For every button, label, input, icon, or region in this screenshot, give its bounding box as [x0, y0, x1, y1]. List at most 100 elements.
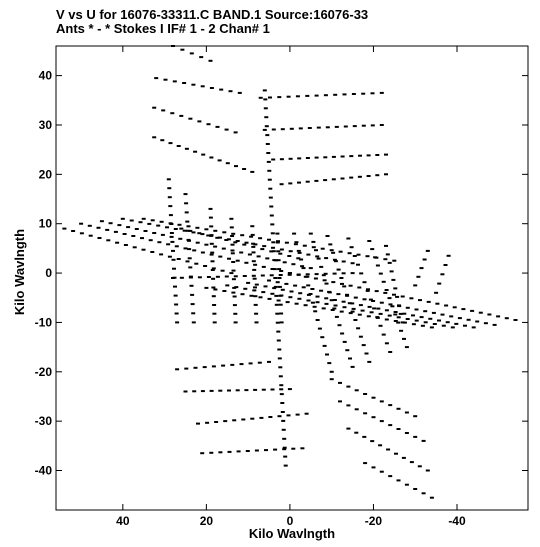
uv-point: [195, 226, 200, 229]
uv-point: [278, 375, 283, 378]
uv-point: [312, 305, 317, 308]
uv-point: [258, 96, 263, 99]
uv-point: [358, 154, 362, 157]
uv-point: [167, 255, 172, 258]
uv-point: [276, 330, 281, 333]
uv-point: [237, 91, 242, 94]
uv-point: [279, 312, 284, 315]
uv-point: [159, 253, 164, 256]
uv-point: [287, 273, 292, 276]
uv-point: [345, 294, 350, 297]
uv-point: [200, 390, 205, 393]
uv-point: [279, 384, 284, 387]
uv-point: [276, 250, 281, 253]
uv-point: [395, 295, 400, 298]
uv-point: [210, 260, 215, 263]
x-tick-label: -40: [448, 514, 466, 528]
uv-point: [222, 231, 227, 234]
uv-point: [363, 462, 368, 465]
uv-point: [122, 233, 127, 235]
uv-point: [400, 321, 405, 324]
uv-point: [365, 255, 370, 258]
uv-point: [361, 344, 366, 347]
uv-point: [279, 248, 284, 251]
uv-point: [184, 211, 189, 214]
uv-point: [249, 294, 254, 297]
uv-point: [388, 303, 393, 306]
uv-point: [332, 307, 337, 310]
uv-point: [340, 155, 345, 158]
uv-point: [337, 324, 342, 327]
uv-point: [413, 415, 418, 418]
uv-point: [295, 413, 300, 416]
y-axis-label: Kilo Wavlngth: [12, 229, 27, 315]
uv-point: [429, 326, 434, 329]
uv-point: [211, 295, 216, 298]
uv-point: [230, 235, 235, 237]
uv-point: [417, 465, 422, 468]
uv-point: [324, 302, 329, 305]
uv-point: [157, 241, 162, 244]
uv-point: [396, 321, 401, 324]
uv-point: [367, 305, 372, 308]
uv-point: [345, 349, 350, 352]
uv-point: [231, 261, 236, 263]
uv-point: [414, 319, 419, 322]
uv-point: [276, 339, 281, 342]
uv-point: [311, 246, 316, 249]
uv-point: [205, 421, 210, 424]
uv-point: [271, 250, 276, 253]
uv-point: [221, 247, 226, 250]
uv-point: [393, 313, 398, 316]
uv-point: [347, 302, 352, 305]
chart-subtitle: Ants * - * Stokes I IF# 1 - 2 Chan# 1: [56, 21, 270, 36]
uv-point: [123, 244, 128, 246]
uv-point: [366, 315, 371, 318]
uv-point: [285, 301, 290, 304]
uv-point: [304, 412, 309, 415]
uv-point: [245, 450, 250, 452]
uv-point: [336, 268, 341, 271]
uv-point: [191, 321, 196, 324]
uv-point: [315, 295, 320, 298]
uv-point: [211, 267, 216, 270]
y-tick-label: 40: [39, 69, 53, 83]
uv-point: [141, 248, 146, 251]
uv-point: [292, 232, 297, 235]
uv-point: [165, 226, 169, 229]
uv-point: [346, 404, 351, 407]
uv-point: [208, 59, 213, 62]
uv-point: [416, 275, 421, 278]
uv-point: [184, 202, 189, 205]
uv-point: [154, 77, 159, 80]
uv-point: [297, 181, 301, 184]
uv-point: [409, 297, 414, 300]
uv-point: [152, 136, 157, 139]
uv-point: [346, 427, 351, 430]
uv-point: [277, 285, 282, 288]
uv-point: [192, 249, 197, 252]
uv-point: [275, 232, 280, 235]
uv-point: [435, 302, 440, 305]
uv-point: [253, 295, 258, 298]
uv-point: [310, 288, 315, 290]
uv-point: [437, 319, 441, 322]
uv-point: [329, 378, 334, 381]
uv-point: [338, 381, 342, 384]
uv-point: [242, 275, 247, 277]
uv-point: [327, 291, 332, 294]
uv-point: [349, 246, 354, 249]
uv-point: [333, 93, 338, 96]
uv-point: [276, 299, 281, 302]
uv-point: [190, 303, 195, 306]
uv-point: [350, 310, 355, 313]
uv-point: [277, 268, 282, 271]
uv-point: [175, 368, 180, 371]
uv-point: [356, 253, 361, 256]
uv-point: [168, 214, 173, 217]
uv-point: [471, 326, 476, 329]
uv-point: [152, 232, 157, 234]
uv-point: [230, 249, 235, 252]
uv-point: [170, 112, 175, 115]
uv-point: [392, 293, 396, 296]
